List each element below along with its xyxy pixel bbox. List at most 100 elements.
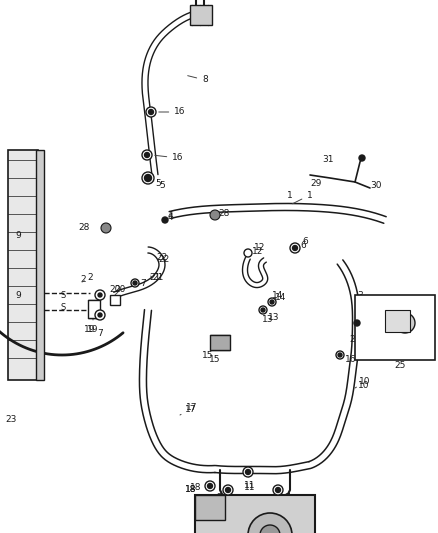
Text: 17: 17 <box>180 403 198 415</box>
Text: 6: 6 <box>300 240 306 249</box>
Circle shape <box>248 513 292 533</box>
Text: 10: 10 <box>358 381 370 390</box>
Bar <box>195 495 225 520</box>
Text: 29: 29 <box>310 179 321 188</box>
Text: 16: 16 <box>345 356 357 365</box>
Text: 9: 9 <box>15 230 21 239</box>
Text: 15: 15 <box>202 342 216 359</box>
Text: 7: 7 <box>97 328 103 337</box>
Text: S: S <box>60 303 66 312</box>
Text: 18: 18 <box>190 483 210 492</box>
Text: 9: 9 <box>15 290 21 300</box>
Text: S: S <box>60 292 66 301</box>
Bar <box>190 5 212 25</box>
Text: 2: 2 <box>82 273 93 282</box>
Circle shape <box>145 174 152 182</box>
Text: 3: 3 <box>357 290 363 300</box>
Circle shape <box>395 313 415 333</box>
Circle shape <box>400 318 410 328</box>
Text: 13: 13 <box>262 310 274 325</box>
Circle shape <box>354 320 360 326</box>
Circle shape <box>293 246 297 251</box>
Text: 7: 7 <box>216 492 222 502</box>
Circle shape <box>273 485 283 495</box>
Text: 4: 4 <box>163 211 173 222</box>
Text: 19: 19 <box>87 319 99 335</box>
Text: 18: 18 <box>184 486 196 495</box>
Text: 10: 10 <box>355 377 371 388</box>
Circle shape <box>226 488 230 492</box>
Text: 21: 21 <box>149 273 161 282</box>
Bar <box>8 150 38 380</box>
Text: 14: 14 <box>275 294 286 303</box>
Circle shape <box>98 313 102 317</box>
Bar <box>88 300 100 318</box>
Circle shape <box>210 210 220 220</box>
Text: 16: 16 <box>155 154 184 163</box>
Text: 27: 27 <box>393 297 404 306</box>
Circle shape <box>131 279 139 287</box>
Text: 6: 6 <box>295 238 308 248</box>
Text: 31: 31 <box>322 156 333 165</box>
Text: 28: 28 <box>218 208 230 217</box>
Text: 5: 5 <box>151 179 165 190</box>
Bar <box>355 295 435 360</box>
Text: 2: 2 <box>80 276 86 285</box>
Circle shape <box>145 152 149 157</box>
Circle shape <box>205 481 215 491</box>
Circle shape <box>359 155 365 161</box>
Circle shape <box>142 150 152 160</box>
Text: 25: 25 <box>394 360 406 369</box>
Circle shape <box>276 488 280 492</box>
Circle shape <box>133 281 137 285</box>
Bar <box>110 295 120 305</box>
Text: 17: 17 <box>185 406 197 415</box>
Text: 22: 22 <box>158 255 169 264</box>
Text: 14: 14 <box>272 292 284 301</box>
Circle shape <box>259 306 267 314</box>
Circle shape <box>148 109 153 115</box>
Text: 11: 11 <box>244 481 256 489</box>
Circle shape <box>260 525 280 533</box>
Circle shape <box>95 290 105 300</box>
Circle shape <box>101 223 111 233</box>
Circle shape <box>95 310 105 320</box>
Text: 19: 19 <box>84 326 96 335</box>
Text: 12: 12 <box>248 244 266 253</box>
Text: 7: 7 <box>284 492 290 502</box>
Text: 4: 4 <box>168 213 173 222</box>
Circle shape <box>223 485 233 495</box>
Text: 2: 2 <box>350 335 355 344</box>
Circle shape <box>290 243 300 253</box>
Text: 30: 30 <box>370 181 381 190</box>
Text: 28: 28 <box>78 223 89 232</box>
Circle shape <box>243 467 253 477</box>
Text: 26: 26 <box>415 316 426 325</box>
Text: 21: 21 <box>152 273 163 282</box>
Circle shape <box>142 172 154 184</box>
Circle shape <box>98 293 102 297</box>
Circle shape <box>338 353 342 357</box>
Text: 1: 1 <box>287 190 293 199</box>
Text: 5: 5 <box>155 179 161 188</box>
Text: 20: 20 <box>114 286 126 295</box>
Bar <box>195 495 315 533</box>
Text: 11: 11 <box>244 475 256 491</box>
Bar <box>385 310 410 332</box>
Bar <box>210 335 230 350</box>
Text: 13: 13 <box>268 313 279 322</box>
Text: 15: 15 <box>209 356 221 365</box>
Text: 8: 8 <box>188 76 208 85</box>
Circle shape <box>146 107 156 117</box>
Bar <box>36 150 44 380</box>
Circle shape <box>268 298 276 306</box>
Text: 1: 1 <box>293 190 313 204</box>
Text: 12: 12 <box>252 247 263 256</box>
Circle shape <box>270 300 274 304</box>
Circle shape <box>261 308 265 312</box>
Circle shape <box>162 217 168 223</box>
Text: 20: 20 <box>110 286 121 295</box>
Circle shape <box>208 483 212 489</box>
Text: 16: 16 <box>159 108 186 117</box>
Text: 23: 23 <box>5 416 16 424</box>
